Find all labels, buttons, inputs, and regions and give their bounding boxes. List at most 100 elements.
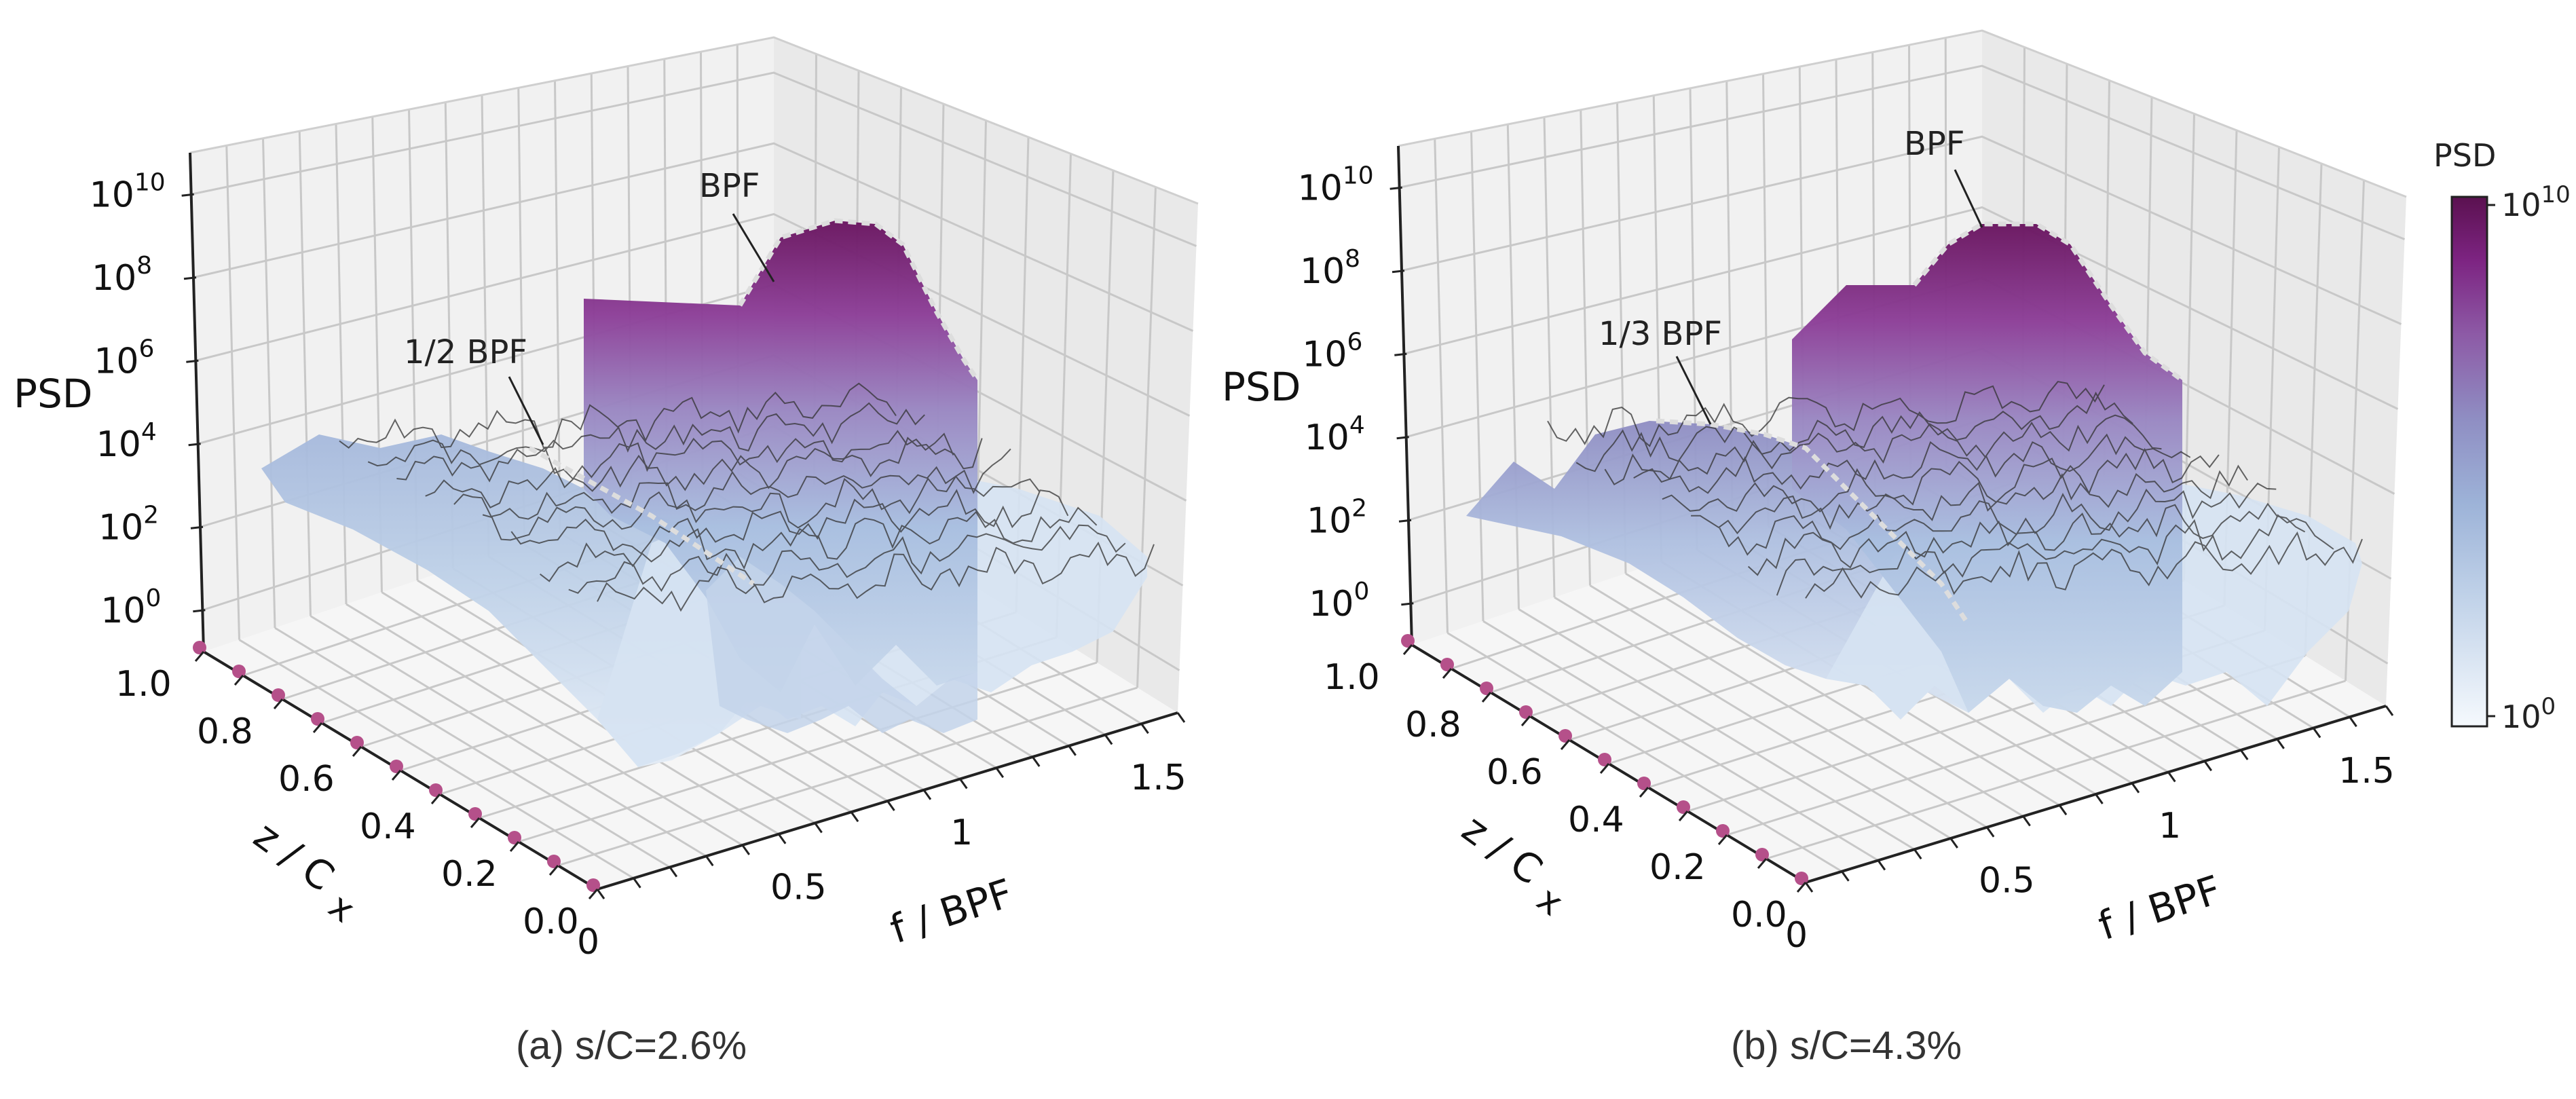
z-tick-label: 108	[92, 252, 152, 299]
half-bpf-peak-trace	[528, 445, 755, 586]
y-tick-mark	[1757, 858, 1768, 869]
z-tick-mark	[1394, 352, 1407, 356]
z-tick-base: 10	[98, 507, 143, 548]
y-axis-label-main: z / C	[1454, 805, 1551, 893]
x-tick-mark	[2385, 705, 2394, 716]
colorbar-bottom-exponent: 0	[2541, 693, 2556, 720]
z-tick-label: 1010	[90, 168, 166, 215]
y-tick-mark	[1717, 834, 1728, 845]
y-tick-label: 0.2	[441, 854, 498, 895]
spectrum-line	[482, 475, 1040, 541]
y-tick-mark	[273, 698, 284, 709]
spectrum-line	[425, 436, 983, 508]
surface-wireframe	[1547, 381, 2363, 599]
y-tick-labels: 0.0 0.2 0.4 0.6 0.8 1.0	[1324, 644, 1807, 935]
x-tick-mark	[886, 800, 895, 811]
z-tick-exponent: 0	[146, 584, 162, 612]
colorbar-gradient	[2450, 195, 2488, 728]
grid-line	[1506, 124, 1520, 610]
y-tick-mark	[1442, 668, 1453, 679]
x-tick-label: 1	[950, 813, 973, 853]
spectrum-line	[396, 430, 954, 483]
y-tick-label: 0.8	[1405, 705, 1461, 745]
z-tick-label: 102	[98, 501, 159, 548]
grid-line	[195, 212, 1191, 417]
z-tick-mark	[193, 609, 206, 613]
z-tick-exponent: 0	[1354, 578, 1370, 606]
grid-line	[1401, 135, 2402, 325]
spectrum-line	[1691, 464, 2248, 535]
x-tick-mark	[2349, 716, 2357, 728]
z-tick-exponent: 6	[139, 335, 155, 362]
bpf-annotation-leader	[1954, 169, 1983, 228]
x-tick-mark	[1841, 870, 1850, 882]
grid-line	[225, 145, 240, 640]
x-tick-label: 0.5	[770, 867, 827, 908]
y-tick-mark	[548, 865, 559, 876]
z-tick-mark	[181, 193, 194, 197]
probe-marker	[1716, 824, 1730, 838]
bpf-peak-trace	[737, 218, 979, 381]
z-tick-mark	[1398, 519, 1412, 523]
spectrum-line	[510, 489, 1069, 555]
grid-line	[191, 71, 1197, 247]
y-tick-mark	[430, 794, 441, 804]
probe-marker	[1440, 658, 1454, 671]
x-tick-mark	[633, 877, 641, 889]
y-tick-label: 0.4	[1568, 800, 1624, 840]
z-tick-base: 10	[1309, 584, 1354, 625]
spectrum-line	[1575, 391, 2133, 472]
z-tick-label: 106	[1302, 328, 1362, 375]
z-tick-base: 10	[100, 591, 145, 631]
z-tick-exponent: 4	[1349, 411, 1365, 439]
spectrum-line	[367, 402, 925, 467]
bpf-annotation: BPF	[699, 167, 760, 205]
y-tick-label: 1.0	[1324, 657, 1380, 698]
y-axis-label: z / C x	[1454, 805, 1571, 925]
x-tick-label: 0	[1785, 915, 1808, 956]
x-tick-mark	[705, 855, 714, 867]
probe-marker	[1480, 682, 1493, 695]
probe-marker	[1558, 729, 1572, 743]
z-tick-mark	[1396, 436, 1409, 440]
x-tick-mark	[1176, 712, 1186, 723]
z-tick-base: 10	[1307, 500, 1351, 541]
x-tick-mark	[959, 778, 968, 789]
z-axis-label: PSD	[1222, 364, 1301, 410]
probe-markers	[1401, 634, 1808, 885]
grid-line	[518, 661, 1098, 843]
x-tick-mark	[922, 789, 932, 800]
z-tick-base: 10	[96, 424, 141, 465]
probe-marker	[547, 855, 561, 868]
y-axis-label-sub: x	[1529, 879, 1570, 925]
pane-edges	[1398, 29, 2407, 198]
y-tick-label: 0.4	[360, 806, 416, 847]
spectrum-line	[539, 506, 1098, 582]
probe-marker	[468, 807, 482, 821]
spectrum-line	[1633, 433, 2191, 494]
y-tick-mark	[352, 746, 362, 757]
x-tick-mark	[741, 844, 750, 855]
x-tick-mark	[2240, 749, 2249, 760]
psd-surface	[1466, 221, 2363, 720]
x-tick-mark	[1949, 838, 1958, 849]
probe-marker	[350, 736, 364, 749]
colorbar-title: PSD	[2433, 137, 2496, 174]
z-tick-base: 10	[90, 174, 134, 215]
x-tick-mark	[995, 767, 1005, 779]
probe-marker	[311, 712, 324, 726]
y-tick-mark	[1599, 763, 1610, 774]
z-tick-exponent: 2	[143, 501, 159, 529]
probe-marker	[1637, 777, 1651, 790]
x-tick-mark	[2131, 782, 2140, 794]
z-tick-label: 104	[96, 418, 157, 465]
z-tick-base: 10	[92, 258, 136, 299]
y-tick-mark	[1402, 644, 1413, 655]
grid-line	[1766, 679, 2346, 860]
probe-markers	[193, 641, 600, 892]
spectrum-line	[1604, 414, 2162, 486]
x-tick-mark	[2312, 727, 2321, 739]
psd-surface	[261, 218, 1155, 767]
